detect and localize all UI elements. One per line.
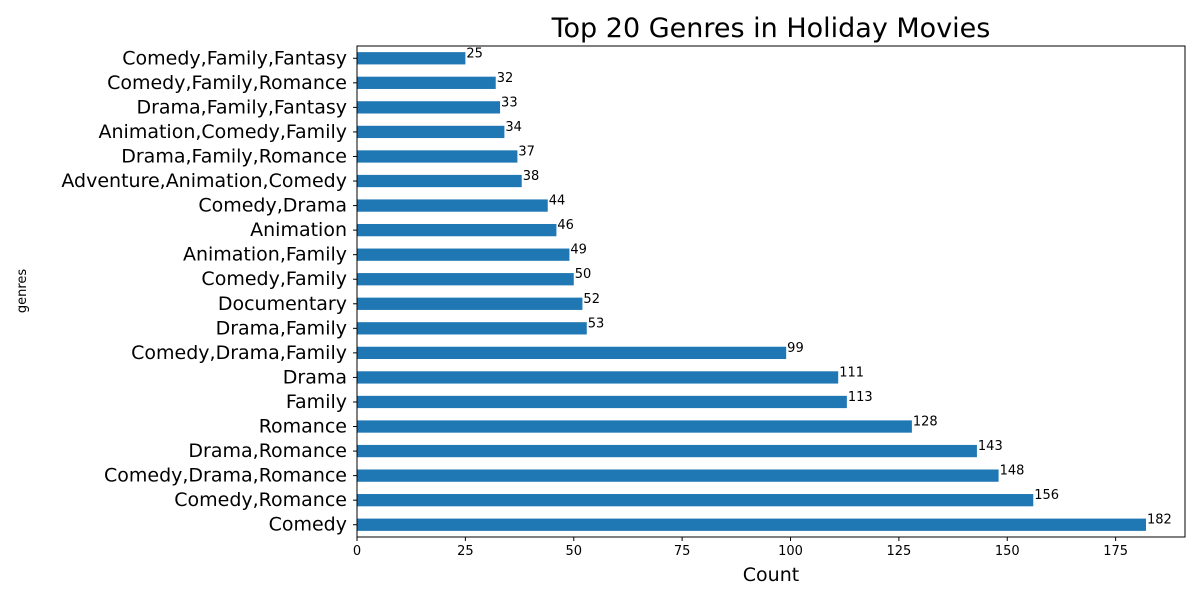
x-tick-label: 25 xyxy=(457,544,474,559)
bar xyxy=(357,248,570,261)
category-label: Animation,Family xyxy=(183,244,347,266)
bar-value-label: 113 xyxy=(848,390,873,405)
x-tick-label: 0 xyxy=(353,544,361,559)
category-label: Drama,Romance xyxy=(188,440,347,462)
x-tick-label: 100 xyxy=(778,544,803,559)
category-label: Romance xyxy=(259,416,347,438)
category-label: Adventure,Animation,Comedy xyxy=(61,170,347,192)
y-axis-label: genres xyxy=(15,269,30,314)
bar xyxy=(357,371,839,384)
bar-value-label: 46 xyxy=(557,218,574,233)
bar xyxy=(357,494,1034,507)
bar xyxy=(357,518,1146,531)
bar xyxy=(357,346,787,360)
bar xyxy=(357,174,522,188)
x-tick-label: 125 xyxy=(886,544,911,559)
plot-frame xyxy=(356,45,1186,538)
bar-value-label: 34 xyxy=(505,120,522,135)
bar-value-label: 53 xyxy=(588,316,605,331)
bar xyxy=(357,420,912,433)
bar-value-label: 44 xyxy=(549,194,566,209)
bar xyxy=(357,52,466,65)
chart-title: Top 20 Genres in Holiday Movies xyxy=(551,13,991,44)
category-label: Drama xyxy=(283,366,347,388)
category-label: Comedy,Drama,Romance xyxy=(104,465,347,487)
bar xyxy=(357,297,583,310)
bar xyxy=(357,199,548,212)
bar xyxy=(357,101,501,114)
x-ticks-group: 0 25 50 75 100 125 150 175 xyxy=(353,537,1128,559)
bar-value-label: 37 xyxy=(518,144,535,159)
category-labels-group: Comedy Comedy,RomanceComedy,Drama,Romance… xyxy=(61,47,357,536)
bar xyxy=(357,150,518,163)
bar xyxy=(357,76,496,89)
x-tick-label: 175 xyxy=(1103,544,1128,559)
category-label: Comedy xyxy=(269,514,347,536)
bar xyxy=(357,223,557,237)
bar-value-label: 156 xyxy=(1034,488,1059,503)
category-label: Animation xyxy=(250,219,347,241)
x-tick-label: 150 xyxy=(995,544,1020,559)
x-tick-label: 75 xyxy=(674,544,691,559)
category-label: Animation,Comedy,Family xyxy=(99,121,347,143)
category-label: Drama,Family,Fantasy xyxy=(136,96,347,118)
bar xyxy=(357,322,587,335)
bar xyxy=(357,469,999,482)
bar-value-label: 111 xyxy=(839,365,864,380)
category-label: Drama,Family,Romance xyxy=(121,145,347,167)
bar-value-label: 50 xyxy=(575,267,592,282)
x-axis-label: Count xyxy=(743,564,799,586)
bar xyxy=(357,273,574,286)
bar-value-label: 143 xyxy=(978,439,1003,454)
category-label: Comedy,Family,Romance xyxy=(107,72,347,94)
bar-value-label: 99 xyxy=(787,341,804,356)
value-labels-group: 182 156 148 143 128 113 111 99 53 52 50 49 46 44 38 37 3… xyxy=(466,46,1171,527)
bar-value-label: 38 xyxy=(523,169,540,184)
category-label: Documentary xyxy=(218,293,347,315)
category-label: Comedy,Drama,Family xyxy=(131,342,347,364)
category-label: Comedy,Drama xyxy=(198,195,347,217)
bar-value-label: 128 xyxy=(913,415,938,430)
bar-value-label: 49 xyxy=(570,243,587,258)
x-tick-label: 50 xyxy=(565,544,582,559)
bars-group xyxy=(357,52,1146,531)
bar-value-label: 33 xyxy=(501,95,518,110)
bar-value-label: 52 xyxy=(583,292,600,307)
bar-value-label: 148 xyxy=(1000,464,1025,479)
category-label: Comedy,Romance xyxy=(174,489,347,511)
bar-value-label: 182 xyxy=(1147,513,1172,528)
bar xyxy=(357,444,977,458)
category-label: Comedy,Family,Fantasy xyxy=(122,47,347,69)
category-label: Comedy,Family xyxy=(201,268,347,290)
bar-value-label: 25 xyxy=(466,46,483,61)
category-label: Drama,Family xyxy=(216,317,347,339)
bar xyxy=(357,395,847,409)
category-label: Family xyxy=(286,391,347,413)
bar-value-label: 32 xyxy=(497,71,514,86)
bar xyxy=(357,125,505,139)
